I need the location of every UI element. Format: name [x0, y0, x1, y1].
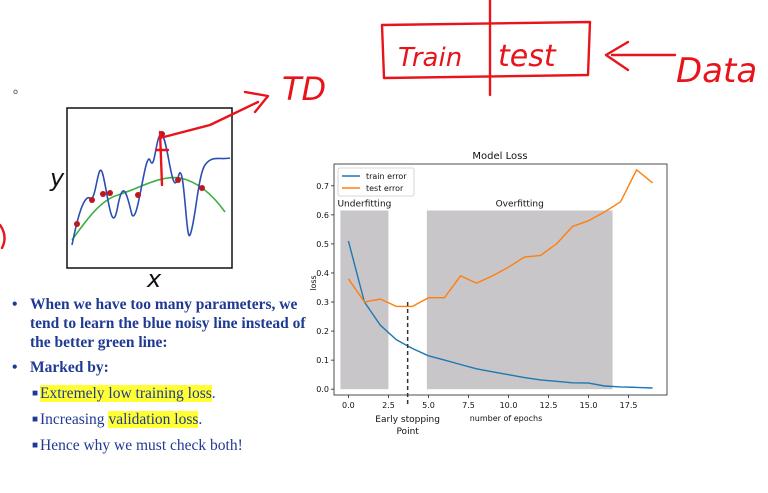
legend: train error test error	[337, 167, 415, 197]
x-tick-label: 5.0	[422, 401, 435, 410]
bullet-dot: •	[12, 359, 18, 376]
sub-bullet-prefix: Increasing	[40, 411, 109, 428]
x-tick-label: 7.5	[462, 401, 475, 410]
sub-bullet-check-both: ■ Hence why we must check both!	[12, 436, 307, 455]
y-tick-label: 0.2	[316, 327, 329, 336]
bullet-dot: •	[12, 296, 18, 313]
bullet-item-marked-by: • Marked by:	[12, 358, 307, 377]
early-stopping-label-line2: Point	[396, 427, 419, 437]
region-label-overfitting: Overfitting	[496, 199, 544, 209]
shaded-region-overfitting	[426, 210, 613, 390]
fit-data-points	[74, 131, 205, 227]
early-stopping-label: Early stopping	[375, 415, 440, 425]
x-tick-label: 0.0	[342, 401, 355, 410]
y-tick-label: 0.5	[316, 240, 329, 249]
x-tick-label: 15.0	[580, 401, 598, 410]
bullet-text-marked-by: Marked by:	[30, 359, 109, 376]
legend-label-test: test error	[366, 184, 404, 193]
y-tick-label: 0.3	[316, 298, 329, 307]
clipped-heading-fragment: °	[12, 88, 19, 104]
bullet-item-overparam: • When we have too many parameters, we t…	[12, 295, 307, 352]
x-tick-label: 12.5	[540, 401, 558, 410]
sub-bullet-validation-loss: ■ Increasing validation loss.	[12, 410, 307, 429]
fit-plot-x-label: x	[146, 265, 162, 293]
chart-title: Model Loss	[472, 151, 527, 162]
fit-blue-noisy-curve	[71, 134, 231, 246]
square-bullet-icon: ■	[32, 414, 39, 425]
sub-bullet-punct: .	[211, 385, 216, 402]
highlight-validation-loss: validation loss	[108, 411, 199, 428]
y-tick-label: 0.0	[316, 385, 329, 394]
plot-area	[333, 163, 668, 396]
square-bullet-icon: ■	[32, 440, 39, 451]
y-axis-label: loss	[309, 275, 318, 290]
y-tick-label: 0.1	[316, 356, 329, 365]
sub-bullet-check-both-text: Hence why we must check both!	[40, 437, 243, 454]
fit-plot-y-label: y	[49, 164, 65, 192]
region-label-underfitting: Underfitting	[337, 199, 391, 209]
series-line-train-error	[347, 240, 653, 389]
sub-bullet-punct: .	[198, 411, 203, 428]
square-bullet-icon: ■	[32, 388, 39, 399]
highlight-training-loss: Extremely low training loss	[40, 385, 212, 402]
y-tick-label: 0.6	[316, 211, 329, 220]
bullet-list: • When we have too many parameters, we t…	[12, 295, 307, 455]
x-tick-label: 17.5	[620, 401, 638, 410]
sub-bullet-training-loss: ■ Extremely low training loss.	[12, 384, 307, 403]
x-tick-label: 10.0	[500, 401, 518, 410]
y-tick-label: 0.4	[316, 269, 329, 278]
series-line-test-error	[347, 168, 654, 308]
y-tick-label: 0.7	[316, 182, 329, 191]
x-axis-label: number of epochs	[470, 414, 543, 423]
legend-label-train: train error	[366, 172, 407, 181]
x-tick-label: 2.5	[382, 401, 395, 410]
legend-box	[337, 167, 415, 197]
bullet-text-overparam: When we have too many parameters, we ten…	[30, 296, 306, 351]
